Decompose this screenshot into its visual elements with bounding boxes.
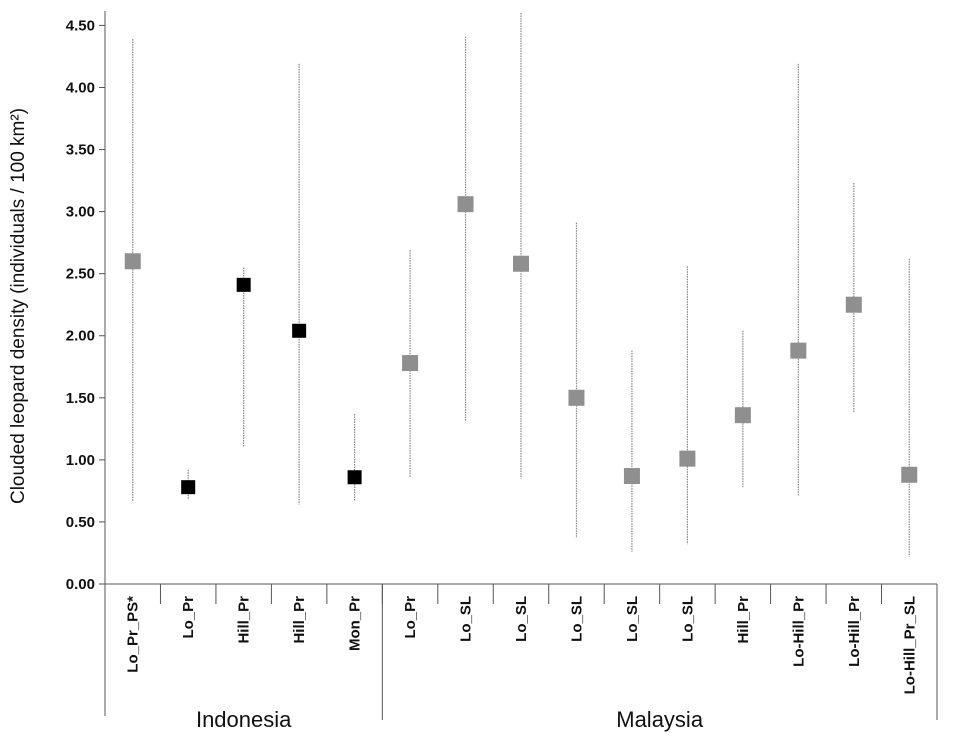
data-point-marker (402, 355, 419, 372)
y-tick-label: 2.50 (66, 266, 95, 283)
axes (104, 11, 938, 720)
group-label: Malaysia (616, 707, 704, 732)
data-point-marker (236, 277, 251, 292)
y-tick-label: 3.50 (66, 142, 95, 159)
x-category-label: Lo-Hill_Pr_SL (901, 596, 918, 694)
x-category-label: Lo_SL (679, 596, 696, 642)
x-category-label: Lo_Pr (402, 596, 419, 639)
data-point-marker (734, 407, 751, 424)
x-category-label: Lo_SL (458, 596, 475, 642)
markers (124, 196, 918, 495)
x-category-label: Lo_Pr (180, 596, 197, 639)
x-category-label: Mon_Pr (347, 596, 364, 651)
data-point-marker (568, 389, 585, 406)
data-point-marker (845, 296, 862, 313)
x-category-label: Lo-Hill_Pr (790, 596, 807, 667)
x-category-label: Hill_Pr (735, 596, 752, 644)
x-category-label: Lo_SL (568, 596, 585, 642)
x-category-label: Lo_SL (513, 596, 530, 642)
y-tick-label: 3.00 (66, 204, 95, 221)
x-category-label: Hill_Pr (291, 596, 308, 644)
x-category-label: Lo_Pr_PS* (125, 596, 142, 673)
y-axis-label: Clouded leopard density (individuals / 1… (8, 108, 29, 504)
x-category-label: Lo_SL (624, 596, 641, 642)
y-ticks: 0.00 0.50 1.00 1.50 2.00 2.50 3.00 3.50 4.00 4.50 (66, 17, 105, 593)
data-point-marker (623, 468, 640, 485)
error-bars (132, 13, 910, 557)
y-tick-label: 0.00 (66, 576, 95, 593)
data-point-marker (513, 255, 529, 272)
y-tick-label: 2.00 (66, 328, 95, 345)
data-point-marker (181, 480, 196, 495)
y-tick-label: 4.00 (66, 79, 95, 96)
y-tick-label: 1.00 (66, 452, 95, 469)
data-point-marker (901, 466, 918, 483)
data-point-marker (457, 196, 474, 213)
y-tick-label: 1.50 (66, 390, 95, 407)
data-point-marker (347, 470, 362, 485)
data-point-marker (790, 342, 807, 359)
group-label: Indonesia (196, 707, 292, 732)
x-category-label: Hill_Pr (236, 596, 253, 644)
data-point-marker (124, 253, 141, 270)
category-labels: Lo_Pr_PS* Lo_Pr Hill_Pr Hill_Pr Mon_Pr Lo_Pr L… (125, 596, 919, 695)
group-labels: Indonesia Malaysia (196, 707, 704, 732)
y-tick-label: 0.50 (66, 514, 95, 531)
y-tick-label: 4.50 (66, 17, 95, 34)
data-point-marker (679, 450, 696, 467)
data-point-marker (292, 323, 307, 338)
x-category-label: Lo-Hill_Pr (846, 596, 863, 667)
